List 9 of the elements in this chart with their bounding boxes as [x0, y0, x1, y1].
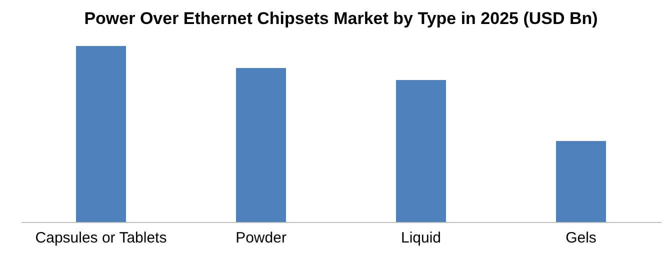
bar [556, 141, 606, 222]
chart-title: Power Over Ethernet Chipsets Market by Type in 2025 (USD Bn) [84, 9, 598, 28]
x-tick-label: Powder [236, 230, 286, 246]
bar [76, 46, 126, 222]
bar [396, 80, 446, 222]
x-tick-label: Liquid [400, 230, 442, 246]
bar [236, 68, 286, 222]
x-tick-label: Gels [566, 230, 596, 246]
x-tick-label: Capsules or Tablets [35, 230, 167, 246]
